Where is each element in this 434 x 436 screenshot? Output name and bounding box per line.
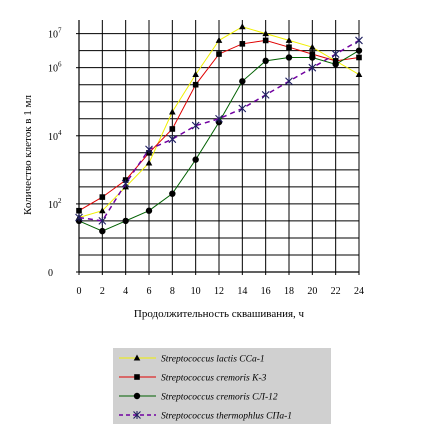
x-axis-label: Продолжительность сквашивания, ч xyxy=(134,308,305,320)
data-point xyxy=(145,159,153,166)
data-point xyxy=(331,50,340,59)
x-marker-stroke xyxy=(121,179,130,188)
legend: Streptococcus lactis CCa-1 Streptococcus … xyxy=(113,348,331,424)
data-point xyxy=(355,47,363,54)
x-marker-stroke xyxy=(285,77,293,86)
x-marker-stroke xyxy=(133,411,141,419)
x-marker-stroke xyxy=(75,213,83,222)
data-point xyxy=(332,61,339,68)
x-tick-label: 10 xyxy=(191,286,201,297)
legend-marker xyxy=(133,354,141,361)
legend-item: Streptococcus thermophlus CПа-1 xyxy=(119,411,292,422)
y-tick-labels: 0 102 104 106 107 xyxy=(48,27,79,279)
x-tick-label: 6 xyxy=(147,286,152,297)
data-point xyxy=(309,54,316,61)
data-point xyxy=(145,207,153,214)
data-point xyxy=(309,51,316,57)
x-tick-label: 8 xyxy=(170,286,175,297)
y-tick-label: 102 xyxy=(48,197,62,211)
data-point xyxy=(285,54,293,61)
legend-item: Streptococcus cremoris СЛ-12 xyxy=(119,393,278,403)
x-marker-stroke xyxy=(98,216,107,225)
x-tick-labels: 0 2 4 6 8 10 12 14 16 18 20 22 24 xyxy=(77,272,364,297)
x-marker-stroke xyxy=(145,145,153,154)
data-point xyxy=(215,114,223,123)
y-tick-label: 106 xyxy=(48,61,62,75)
x-tick-label: 18 xyxy=(284,286,294,297)
data-point xyxy=(239,78,246,85)
y-tick-label: 107 xyxy=(48,27,62,41)
data-point xyxy=(192,81,199,88)
data-point xyxy=(215,36,223,43)
data-point xyxy=(99,194,106,200)
data-point xyxy=(239,23,246,30)
x-marker-stroke xyxy=(308,63,317,72)
data-point xyxy=(192,70,199,77)
legend-marker xyxy=(133,392,141,400)
data-point xyxy=(145,145,153,154)
x-tick-label: 2 xyxy=(100,286,105,297)
data-point xyxy=(169,190,176,197)
x-marker-stroke xyxy=(261,90,270,99)
legend-item: Streptococcus lactis CCa-1 xyxy=(119,354,265,365)
legend-marker xyxy=(134,374,140,380)
data-point xyxy=(286,44,292,51)
x-tick-label: 22 xyxy=(331,286,341,297)
data-point xyxy=(75,213,83,222)
x-tick-label: 14 xyxy=(237,286,247,297)
data-point xyxy=(98,216,107,225)
data-point xyxy=(261,90,270,99)
data-point xyxy=(285,36,293,43)
data-point xyxy=(262,37,269,44)
data-point xyxy=(192,156,199,163)
grid xyxy=(79,20,360,272)
data-point xyxy=(168,135,177,144)
data-point xyxy=(308,63,317,72)
legend-label: Streptococcus cremoris K-3 xyxy=(161,374,267,384)
data-point xyxy=(309,43,316,50)
legend-label: Streptococcus cremoris СЛ-12 xyxy=(161,393,278,403)
x-tick-label: 12 xyxy=(214,286,224,297)
data-point xyxy=(169,126,176,132)
legend-box xyxy=(113,348,331,424)
series-4 xyxy=(75,36,363,225)
data-point xyxy=(99,227,106,235)
x-marker-stroke xyxy=(191,121,200,130)
data-point xyxy=(355,36,363,45)
legend-label: Streptococcus lactis CCa-1 xyxy=(161,355,265,365)
data-point xyxy=(121,179,130,188)
data-point xyxy=(262,57,269,65)
series-layer xyxy=(75,23,363,235)
x-tick-label: 20 xyxy=(307,286,317,297)
data-point xyxy=(76,207,82,214)
data-point xyxy=(238,104,247,113)
x-marker-stroke xyxy=(168,135,177,144)
x-tick-label: 4 xyxy=(123,286,128,297)
y-tick-label: 0 xyxy=(48,268,53,279)
data-point xyxy=(332,58,339,64)
x-tick-label: 24 xyxy=(354,286,364,297)
x-marker-stroke xyxy=(238,104,247,113)
legend-marker xyxy=(133,411,141,419)
data-point xyxy=(356,54,362,61)
data-point xyxy=(262,30,269,37)
data-point xyxy=(169,108,176,115)
data-point xyxy=(216,51,222,57)
y-axis-label: Количество клеток в 1 мл xyxy=(22,95,34,215)
data-point xyxy=(99,207,106,214)
legend-item: Streptococcus cremoris K-3 xyxy=(119,374,267,384)
x-marker-stroke xyxy=(355,36,363,45)
y-tick-label: 104 xyxy=(48,129,62,143)
x-tick-label: 16 xyxy=(261,286,271,297)
data-point xyxy=(191,121,200,130)
x-tick-label: 0 xyxy=(77,286,82,297)
legend-label: Streptococcus thermophlus CПа-1 xyxy=(161,412,292,422)
data-point xyxy=(355,70,363,77)
data-point xyxy=(122,217,129,225)
data-point xyxy=(285,77,293,86)
data-point xyxy=(239,41,246,47)
x-marker-stroke xyxy=(215,114,223,123)
x-marker-stroke xyxy=(331,50,340,59)
